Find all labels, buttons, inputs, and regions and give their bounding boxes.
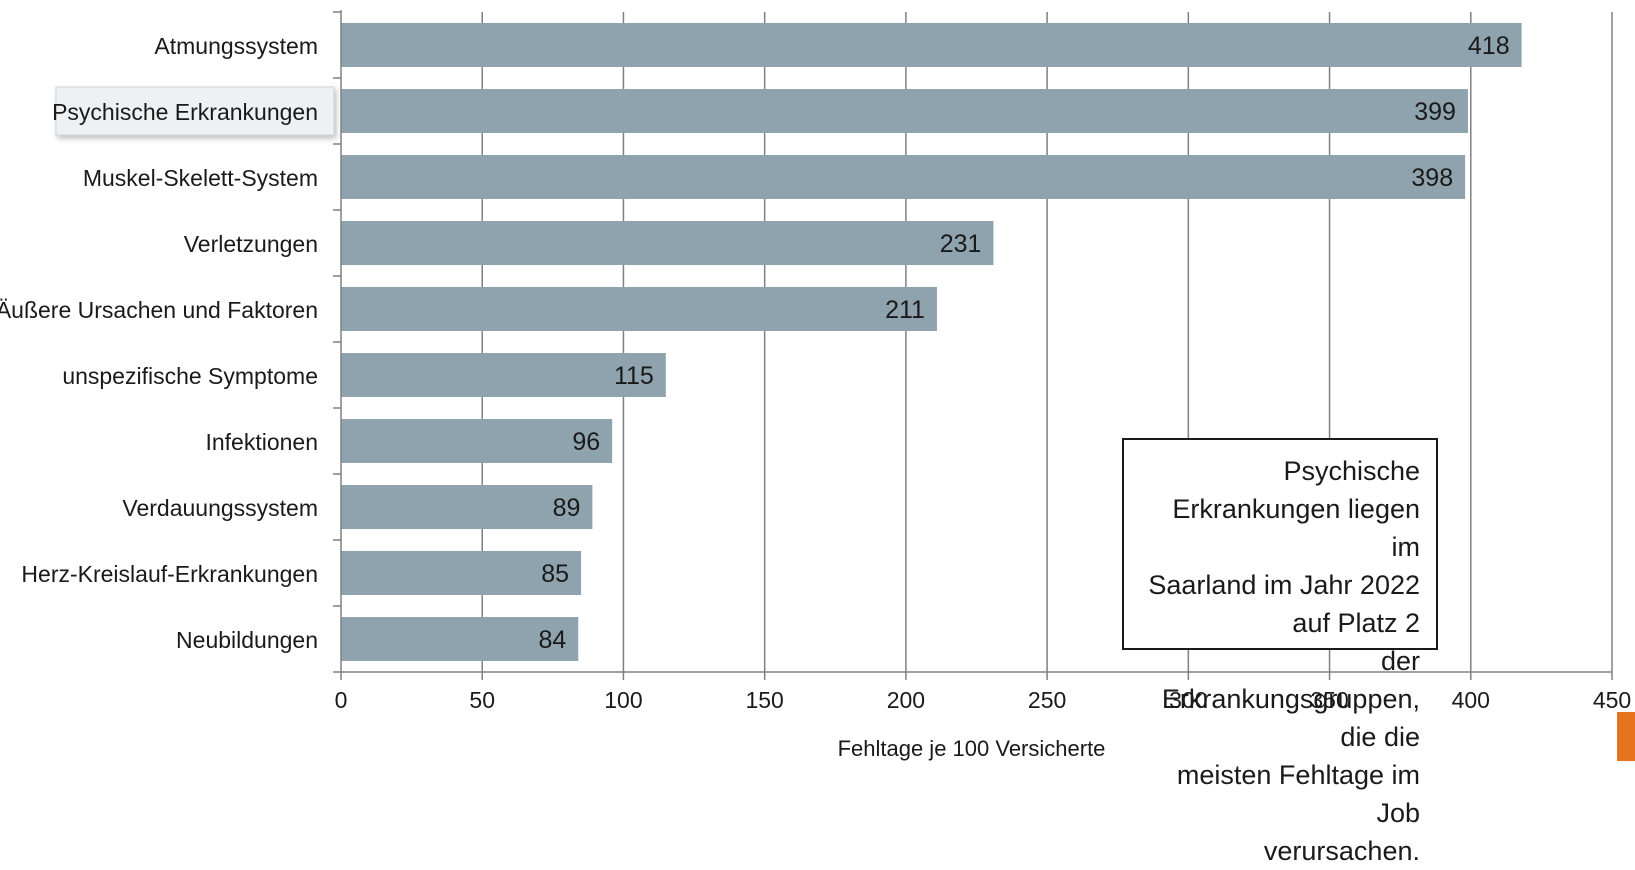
category-label: Muskel-Skelett-System [83, 165, 318, 191]
annotation-box: Psychische Erkrankungen liegen im Saarla… [1122, 438, 1438, 866]
annotation-line: der Erkrankungsgruppen, die die [1161, 646, 1420, 752]
corner-accent-mark [1617, 712, 1635, 761]
category-label: Herz-Kreislauf-Erkrankungen [21, 561, 318, 587]
x-tick-label: 150 [745, 687, 783, 713]
bar-value-label: 399 [1414, 98, 1456, 126]
axes [333, 10, 1613, 680]
category-label: Verletzungen [184, 231, 318, 257]
category-label: Verdauungssystem [122, 495, 318, 521]
x-tick-label: 250 [1028, 687, 1066, 713]
bar [341, 485, 593, 529]
bar [341, 551, 582, 595]
bar-value-label: 398 [1411, 164, 1453, 192]
bar-value-label: 231 [940, 230, 982, 258]
x-tick-label: 350 [1310, 687, 1348, 713]
category-label: Infektionen [205, 429, 318, 455]
x-tick-label: 300 [1169, 687, 1207, 713]
bar-value-label: 115 [614, 362, 654, 390]
category-label: Psychische Erkrankungen [52, 99, 318, 125]
bar [341, 89, 1468, 133]
bar [341, 221, 994, 265]
bar-value-label: 85 [541, 560, 569, 588]
bar [341, 353, 666, 397]
bar-value-label: 84 [538, 626, 566, 654]
highlight-label-box [55, 86, 335, 136]
bar [341, 419, 613, 463]
labels: 418 Atmungssystem 399 Psychische Erkrankung… [0, 32, 1631, 713]
x-tick-label: 450 [1593, 687, 1631, 713]
annotation-line: meisten Fehltage im Job [1176, 760, 1420, 828]
bar-value-label: 96 [572, 428, 600, 456]
bars [341, 23, 1522, 661]
x-axis-title: Fehltage je 100 Versicherte [838, 736, 1106, 761]
x-tick-label: 50 [469, 687, 495, 713]
bar-chart: 418 Atmungssystem 399 Psychische Erkrankung… [0, 10, 1631, 761]
bar [341, 155, 1466, 199]
bar-value-label: 418 [1468, 32, 1510, 60]
annotation-line: Saarland im Jahr 2022 auf Platz 2 [1148, 570, 1420, 638]
annotation-line: Psychische Erkrankungen liegen im [1172, 456, 1420, 562]
bar [341, 287, 937, 331]
bar [341, 617, 579, 661]
category-highlight [55, 86, 335, 136]
category-label: Äußere Ursachen und Faktoren [0, 297, 318, 323]
x-tick-label: 400 [1452, 687, 1490, 713]
bar [341, 23, 1522, 67]
x-tick-label: 0 [335, 687, 348, 713]
annotation-line: verursachen. [1263, 836, 1420, 866]
x-tick-label: 200 [887, 687, 925, 713]
x-tick-label: 100 [604, 687, 642, 713]
bar-value-label: 89 [553, 494, 581, 522]
bar-value-label: 211 [885, 296, 925, 324]
category-label: Neubildungen [176, 627, 318, 653]
category-label: Atmungssystem [154, 33, 318, 59]
category-label: unspezifische Symptome [62, 363, 318, 389]
